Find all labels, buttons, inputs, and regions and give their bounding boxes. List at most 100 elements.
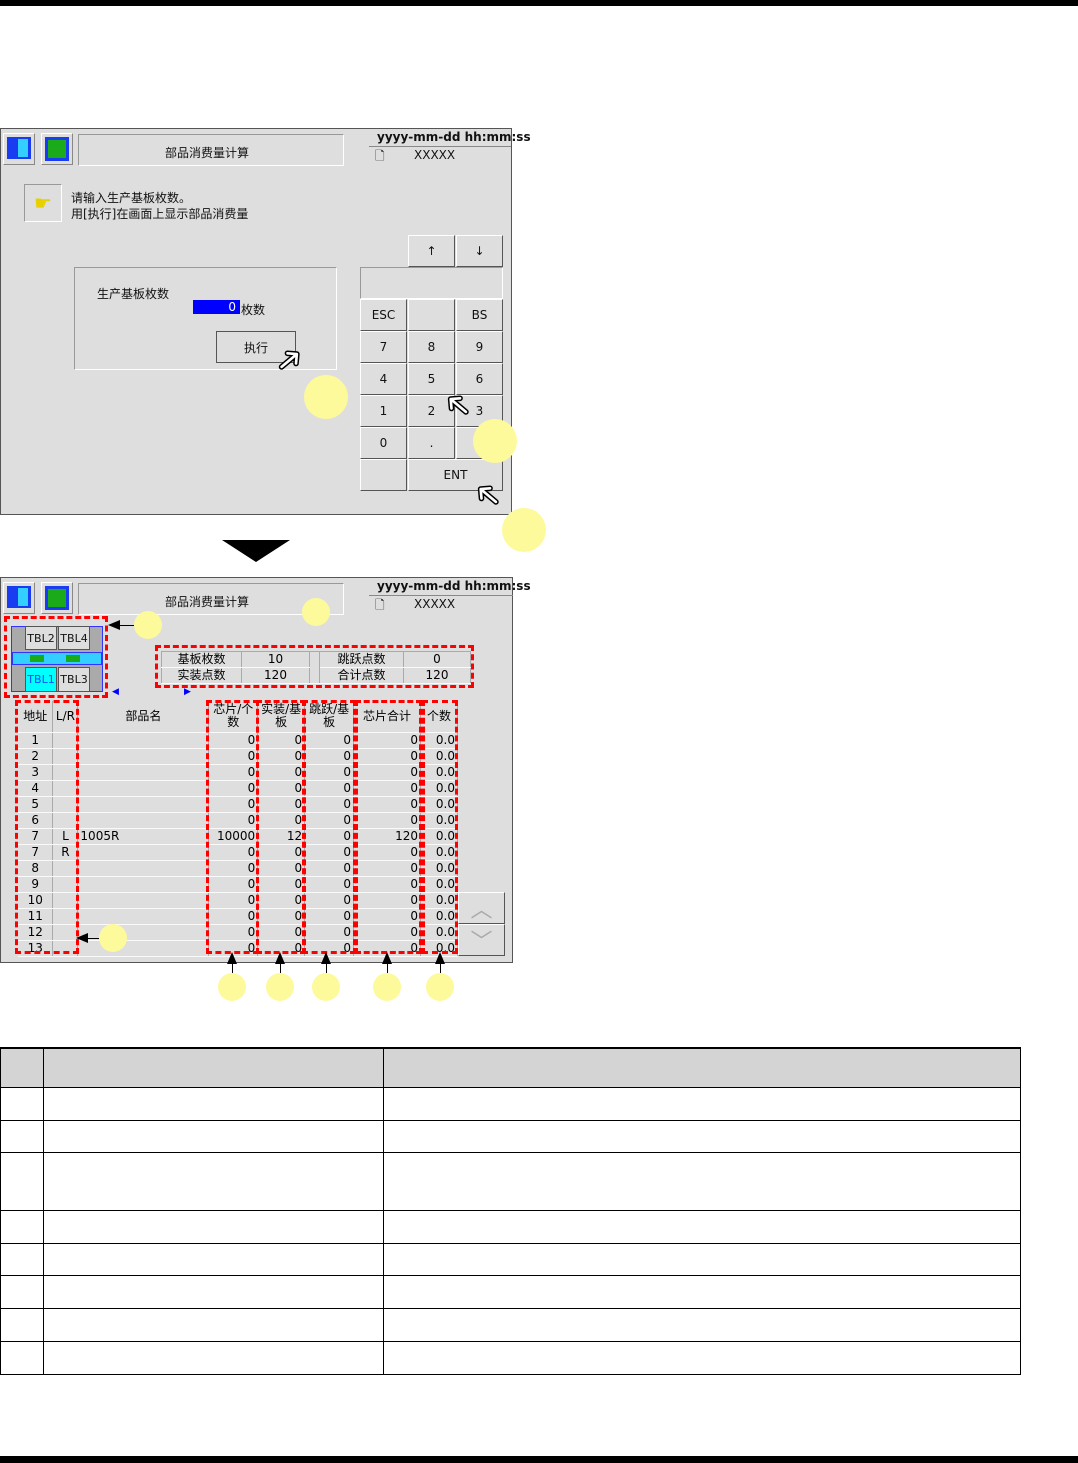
key-esc[interactable]: ESC bbox=[360, 299, 407, 331]
table-tbl1[interactable]: TBL1 bbox=[25, 667, 57, 692]
board-count-label: 生产基板枚数 bbox=[97, 287, 170, 301]
file-name: XXXXX bbox=[414, 597, 456, 611]
title-bar: 部品消费量计算 bbox=[78, 134, 344, 166]
table-cell: 120 bbox=[353, 828, 421, 845]
page-down-button[interactable]: ﹀ bbox=[458, 924, 505, 956]
top-rule bbox=[0, 0, 1078, 6]
input-value: 0 bbox=[228, 300, 236, 314]
arrow-up-button[interactable]: ↑ bbox=[408, 235, 455, 267]
table-cell: 0.0 bbox=[420, 828, 459, 845]
highlight-table-layout bbox=[4, 616, 108, 698]
table-tbl3[interactable]: TBL3 bbox=[58, 667, 90, 692]
table-cell: 0.0 bbox=[420, 876, 459, 893]
highlight-chip-total bbox=[355, 700, 422, 954]
key-2[interactable]: 2 bbox=[408, 395, 455, 427]
table-cell bbox=[77, 876, 210, 893]
skip-points-value: 0 bbox=[403, 651, 471, 668]
callout-marker bbox=[302, 598, 330, 626]
blank-key[interactable] bbox=[360, 459, 407, 491]
table-cell bbox=[77, 732, 210, 749]
operator-icon[interactable] bbox=[3, 582, 35, 614]
table-cell: 3 bbox=[18, 764, 54, 781]
table-cell: 0.0 bbox=[420, 860, 459, 877]
datetime: yyyy-mm-dd hh:mm:ss bbox=[377, 579, 531, 593]
callout-marker bbox=[134, 611, 162, 639]
scroll-left-icon[interactable]: ◀ bbox=[112, 687, 119, 697]
key-dot[interactable]: . bbox=[408, 427, 455, 459]
table-cell bbox=[77, 908, 210, 925]
scroll-right-icon[interactable]: ▶ bbox=[184, 687, 191, 697]
screen-title: 部品消费量计算 bbox=[165, 146, 250, 160]
key-0[interactable]: 0 bbox=[360, 427, 407, 459]
file-icon: 🗋 bbox=[375, 598, 385, 612]
table-row[interactable]: 8 0 0 0 0 0.0 bbox=[18, 860, 459, 877]
total-points-value: 120 bbox=[403, 667, 471, 684]
key-7[interactable]: 7 bbox=[360, 331, 407, 363]
column-header: 跳跃/基板 bbox=[304, 701, 355, 733]
message-line-1: 请输入生产基板枚数。 bbox=[71, 191, 192, 205]
callout-marker bbox=[426, 973, 454, 1001]
key-blank[interactable] bbox=[408, 299, 455, 331]
column-header: L/R bbox=[52, 701, 79, 733]
file-name: XXXXX bbox=[414, 148, 456, 162]
column-header: 地址 bbox=[18, 701, 54, 733]
table-cell: 0.0 bbox=[420, 844, 459, 861]
table-cell bbox=[77, 780, 210, 797]
execute-button[interactable]: 执行 bbox=[216, 331, 296, 363]
conveyor bbox=[12, 652, 102, 665]
key-9[interactable]: 9 bbox=[456, 331, 503, 363]
page-up-button[interactable]: ︿ bbox=[458, 892, 505, 924]
skip-points-label: 跳跃点数 bbox=[319, 651, 404, 668]
arrow-up-icon bbox=[435, 952, 445, 964]
mount-points-label: 实装点数 bbox=[161, 667, 242, 684]
key-4[interactable]: 4 bbox=[360, 363, 407, 395]
title-bar: 部品消费量计算 bbox=[78, 583, 344, 615]
column-header: 个数 bbox=[420, 701, 459, 733]
table-cell: 5 bbox=[18, 796, 54, 813]
table-cell: 1 bbox=[18, 732, 54, 749]
enter-key[interactable]: ENT bbox=[408, 459, 503, 491]
table-row[interactable]: 6 0 0 0 0 0.0 bbox=[18, 812, 459, 829]
table-cell: 2 bbox=[18, 748, 54, 765]
parts-consumption-table: 地址 L/R 部品名 芯片/个数 实装/基板 跳跃/基板 芯片合计 个数 1 0 0 0 0 0.0 2 0… bbox=[18, 701, 459, 957]
callout-marker bbox=[304, 375, 348, 419]
table-cell bbox=[77, 764, 210, 781]
summary-table: 基板枚数 10 跳跃点数 0 实装点数 120 合计点数 120 bbox=[161, 651, 471, 684]
table-cell: 6 bbox=[18, 812, 54, 829]
table-tbl2[interactable]: TBL2 bbox=[25, 626, 57, 650]
operator-icon[interactable] bbox=[3, 133, 35, 165]
board-icon[interactable] bbox=[41, 582, 73, 614]
table-row[interactable]: 7 R 0 0 0 0 0.0 bbox=[18, 844, 459, 861]
table-cell bbox=[77, 940, 210, 957]
table-cell bbox=[77, 844, 210, 861]
key-6[interactable]: 6 bbox=[456, 363, 503, 395]
key-5[interactable]: 5 bbox=[408, 363, 455, 395]
board-count-unit: 枚数 bbox=[241, 303, 266, 317]
highlight-quantity bbox=[422, 700, 458, 954]
table-row[interactable]: 3 0 0 0 0 0.0 bbox=[18, 764, 459, 781]
arrow-down-button[interactable]: ↓ bbox=[456, 235, 503, 267]
key-8[interactable]: 8 bbox=[408, 331, 455, 363]
table-row[interactable]: 7 L 1005R 10000 12 0 120 0.0 bbox=[18, 828, 459, 845]
table-tbl4[interactable]: TBL4 bbox=[58, 626, 90, 650]
highlight-skip bbox=[302, 700, 356, 954]
hand-icon: ☛ bbox=[24, 184, 62, 222]
callout-marker bbox=[473, 419, 517, 463]
highlight-mount bbox=[256, 700, 306, 954]
table-row[interactable]: 2 0 0 0 0 0.0 bbox=[18, 748, 459, 765]
table-row[interactable]: 10 0 0 0 0 0.0 bbox=[18, 892, 459, 909]
board-icon[interactable] bbox=[41, 133, 73, 165]
table-cell: 7 bbox=[18, 844, 54, 861]
highlight-chip-count bbox=[206, 700, 259, 954]
board-count-value: 10 bbox=[241, 651, 310, 668]
key-bs[interactable]: BS bbox=[456, 299, 503, 331]
table-row[interactable]: 11 0 0 0 0 0.0 bbox=[18, 908, 459, 925]
arrow-up-icon bbox=[382, 952, 392, 964]
callout-marker bbox=[266, 973, 294, 1001]
key-1[interactable]: 1 bbox=[360, 395, 407, 427]
table-cell: 1005R bbox=[77, 828, 210, 845]
table-cell: 12 bbox=[18, 924, 54, 941]
board-count-input[interactable]: 0 bbox=[193, 300, 240, 314]
table-cell bbox=[77, 796, 210, 813]
table-row[interactable]: 5 0 0 0 0 0.0 bbox=[18, 796, 459, 813]
